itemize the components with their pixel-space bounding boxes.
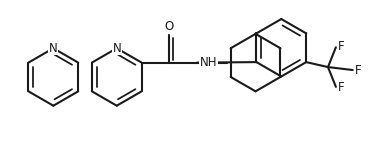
Text: F: F — [338, 81, 345, 94]
Text: F: F — [355, 63, 361, 77]
Text: O: O — [165, 20, 174, 33]
Text: F: F — [338, 40, 345, 53]
Text: N: N — [49, 42, 58, 55]
Text: NH: NH — [200, 56, 218, 69]
Text: N: N — [113, 42, 121, 55]
